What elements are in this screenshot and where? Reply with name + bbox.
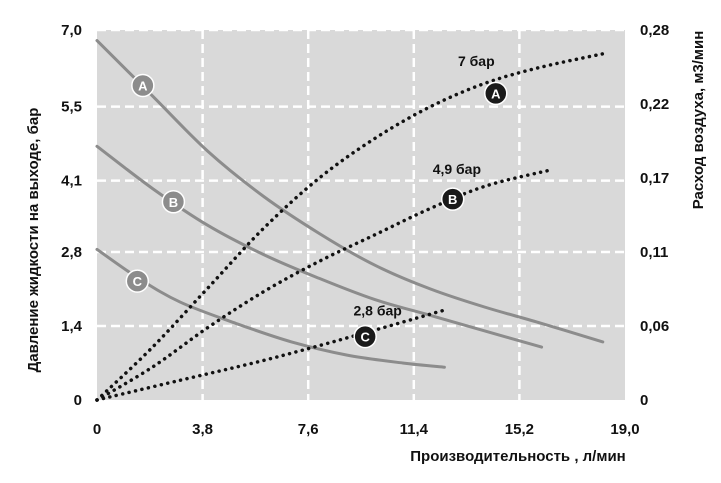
pressure-annotation: 2,8 бар [354, 302, 402, 318]
y-tick-label: 5,5 [61, 99, 82, 116]
y2-tick-label: 0,28 [640, 22, 669, 39]
y-tick-label: 2,8 [61, 244, 82, 261]
y-tick-label: 1,4 [61, 318, 83, 335]
y2-tick-label: 0,06 [640, 318, 669, 335]
curve-labels: A B C A B C [125, 73, 508, 349]
x-tick-label: 3,8 [192, 421, 213, 438]
curve-label-badge [161, 190, 186, 214]
x-tick-label: 11,4 [400, 421, 429, 438]
x-axis-ticks: 0 3,8 7,6 11,4 15,2 19,0 [93, 421, 640, 438]
air-curve-c [95, 308, 447, 402]
curve-label-text: B [448, 192, 457, 207]
pressure-curve-a [95, 39, 605, 344]
air-curve-b [95, 168, 552, 402]
pressure-annotations: 7 бар 4,9 бар 2,8 бар [354, 53, 495, 318]
curve-label-text: C [133, 274, 143, 289]
curve-label-text: B [169, 195, 178, 210]
curve-label-text: C [360, 330, 370, 345]
y2-axis-title: Расход воздуха, м3/мин [690, 31, 707, 210]
curve-label-badge [484, 81, 508, 106]
air-curve-a [95, 52, 605, 402]
x-tick-label: 7,6 [298, 421, 319, 438]
x-tick-label: 19,0 [610, 421, 639, 438]
curve-label-badge [131, 73, 155, 98]
y2-tick-label: 0,11 [640, 244, 668, 261]
curve-label-badge [125, 269, 150, 293]
pressure-annotation: 7 бар [458, 53, 495, 69]
x-axis-title: Производительность , л/мин [410, 448, 625, 465]
curve-label-text: A [138, 79, 148, 94]
x-tick-label: 15,2 [505, 421, 534, 438]
y-tick-label: 4,1 [61, 173, 82, 190]
x-tick-label: 0 [93, 421, 101, 438]
grid-lines [97, 28, 625, 400]
curve-label-text: A [491, 86, 501, 101]
y-axis-ticks: 0 1,4 2,8 4,1 5,5 7,0 [61, 22, 83, 409]
y2-tick-label: 0,17 [640, 170, 669, 187]
pressure-annotation: 4,9 бар [433, 161, 481, 177]
air-flow-curves [95, 52, 605, 402]
pressure-curve-b [95, 144, 544, 349]
curve-label-badge [440, 187, 465, 211]
y-axis-title: Давление жидкости на выходе, бар [25, 108, 42, 373]
y2-tick-label: 0 [640, 392, 648, 409]
y-tick-label: 7,0 [61, 22, 82, 39]
y2-axis-ticks: 0 0,06 0,11 0,17 0,22 0,28 [640, 22, 669, 409]
curve-label-badge [353, 324, 377, 349]
y2-tick-label: 0,22 [640, 96, 669, 113]
y-tick-label: 0 [74, 392, 82, 409]
